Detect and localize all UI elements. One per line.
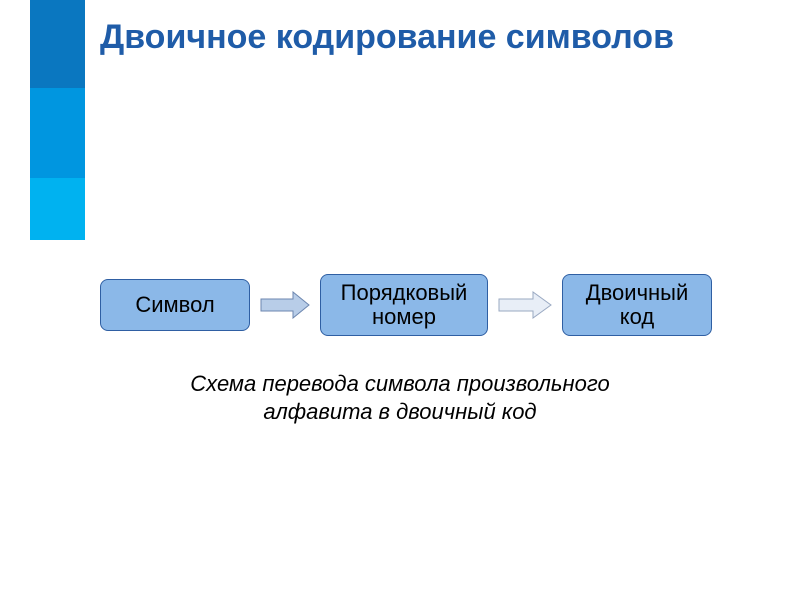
left-accent-bar xyxy=(30,0,85,240)
bar-segment-3 xyxy=(30,178,85,240)
bar-segment-2 xyxy=(30,88,85,178)
arrow-1 xyxy=(260,291,310,319)
slide-title: Двоичное кодирование символов xyxy=(100,18,760,56)
flowchart: Символ Порядковый номер Двоичный код xyxy=(100,270,750,340)
bar-segment-1 xyxy=(30,0,85,88)
arrow-2 xyxy=(498,291,552,319)
arrow-right-icon xyxy=(260,291,310,319)
box-ordinal: Порядковый номер xyxy=(320,274,488,336)
arrow-right-icon xyxy=(498,291,552,319)
box-symbol: Символ xyxy=(100,279,250,331)
slide: Двоичное кодирование символов Символ Пор… xyxy=(0,0,800,600)
box-binary: Двоичный код xyxy=(562,274,712,336)
caption-text: Схема перевода символа произвольного алф… xyxy=(150,370,650,426)
